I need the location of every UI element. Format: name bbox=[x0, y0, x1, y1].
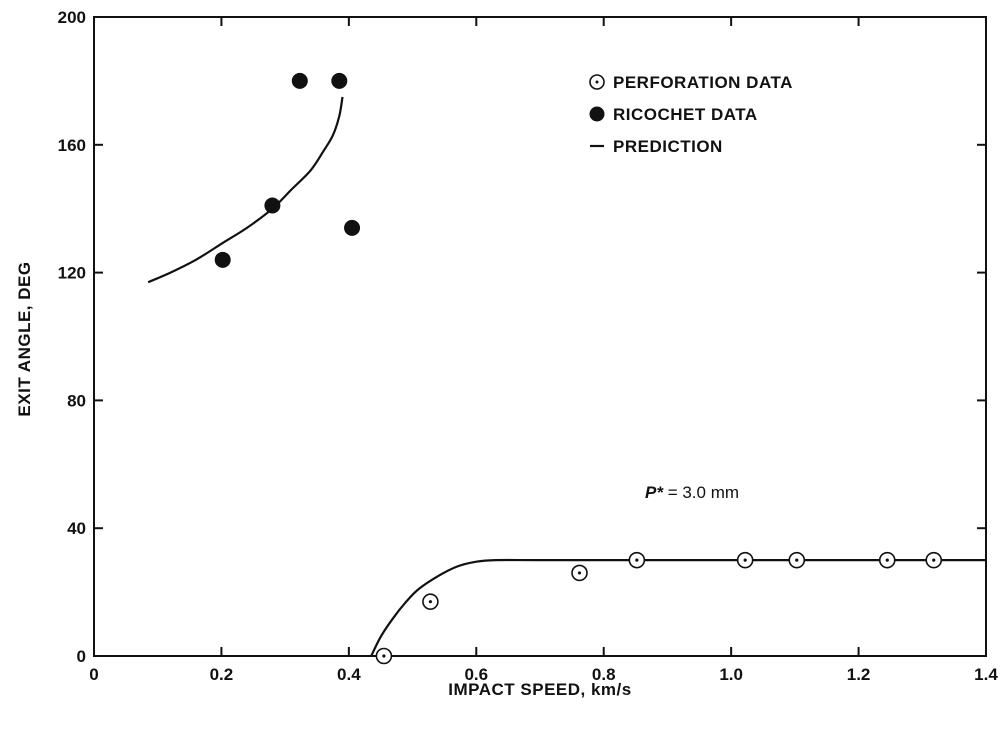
perforation-point bbox=[628, 551, 646, 569]
y-tick-label: 80 bbox=[67, 391, 86, 410]
x-tick-label: 0.2 bbox=[210, 665, 234, 684]
prediction-curve bbox=[370, 558, 986, 657]
y-tick-label: 0 bbox=[77, 647, 86, 666]
annotation-symbol: P* bbox=[645, 483, 664, 502]
x-tick-label: 1.4 bbox=[974, 665, 998, 684]
x-tick-label: 0.6 bbox=[464, 665, 488, 684]
ricochet-point bbox=[214, 251, 231, 268]
annotation-value: = 3.0 mm bbox=[663, 483, 739, 502]
perforation-point-dot bbox=[885, 558, 889, 562]
ticks: 0 0.2 0.4 0.6 0.8 1.0 1.2 1.4 0 40 80 120 160 200 bbox=[58, 8, 999, 684]
legend-perforation-dot bbox=[595, 80, 599, 84]
perforation-point bbox=[571, 564, 588, 582]
y-tick-label: 40 bbox=[67, 519, 86, 538]
x-tick-label: 1.0 bbox=[719, 665, 743, 684]
legend-label: PREDICTION bbox=[613, 137, 723, 156]
x-tick-label: 0.8 bbox=[592, 665, 616, 684]
legend-entry: PERFORATION DATA bbox=[589, 73, 793, 92]
ricochet-point bbox=[264, 197, 281, 214]
legend: PERFORATION DATA RICOCHET DATA PREDICTION bbox=[589, 73, 793, 156]
perforation-point-dot bbox=[932, 558, 936, 562]
perforation-point-dot bbox=[428, 600, 433, 604]
legend-label: PERFORATION DATA bbox=[613, 73, 793, 92]
ricochet-point bbox=[344, 219, 361, 236]
y-axis-title: EXIT ANGLE, DEG bbox=[15, 261, 34, 416]
perforation-point-dot bbox=[635, 558, 639, 562]
data-points bbox=[214, 72, 943, 665]
prediction-lines bbox=[147, 96, 986, 657]
annotation-p-star: P* = 3.0 mm bbox=[645, 483, 739, 502]
x-tick-label: 0 bbox=[89, 665, 98, 684]
perforation-point bbox=[422, 593, 439, 610]
legend-entry: PREDICTION bbox=[590, 137, 723, 156]
perforation-point-dot bbox=[382, 654, 386, 658]
legend-entry: RICOCHET DATA bbox=[589, 105, 758, 124]
ricochet-point bbox=[291, 72, 308, 89]
legend-label: RICOCHET DATA bbox=[613, 105, 758, 124]
perforation-point-dot bbox=[743, 558, 747, 562]
perforation-point bbox=[925, 551, 943, 569]
y-tick-label: 160 bbox=[58, 136, 86, 155]
perforation-point bbox=[788, 551, 806, 569]
perforation-point bbox=[878, 551, 896, 569]
perforation-point-dot bbox=[795, 558, 799, 562]
perforation-point bbox=[375, 647, 393, 665]
plot-frame bbox=[93, 16, 987, 657]
perforation-point-dot bbox=[577, 571, 582, 575]
perforation-point bbox=[736, 551, 754, 569]
axes bbox=[93, 16, 987, 657]
legend-ricochet-symbol bbox=[589, 106, 605, 122]
x-tick-label: 0.4 bbox=[337, 665, 361, 684]
y-tick-label: 120 bbox=[58, 264, 86, 283]
prediction-curve bbox=[147, 96, 344, 284]
x-tick-label: 1.2 bbox=[847, 665, 871, 684]
ricochet-point bbox=[331, 72, 348, 89]
x-axis-title: IMPACT SPEED, km/s bbox=[448, 680, 631, 699]
y-tick-label: 200 bbox=[58, 8, 86, 27]
